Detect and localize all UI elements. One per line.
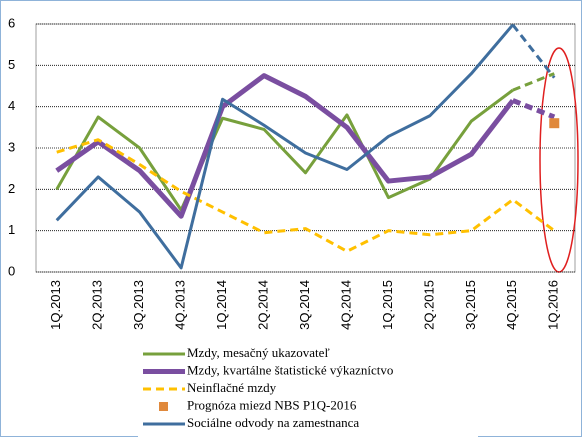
- series-line: [55, 88, 514, 212]
- x-tick-label: 3Q.2013: [131, 280, 146, 330]
- marker: [549, 118, 560, 129]
- legend-label: Neinflačné mzdy: [187, 380, 277, 395]
- x-tick-label: 1Q.2015: [380, 280, 395, 330]
- series-line-projection: [511, 98, 556, 120]
- y-tick-label: 1: [8, 222, 15, 237]
- x-tick-label: 3Q.2015: [463, 280, 478, 330]
- legend-label: Sociálne odvody na zamestnanca: [187, 415, 359, 430]
- series-line-projection: [512, 72, 555, 92]
- x-tick-label: 1Q.2016: [546, 280, 561, 330]
- x-tick-label: 3Q.2014: [297, 280, 312, 330]
- legend-box: [138, 340, 478, 437]
- legend-label: Prognóza miezd NBS P1Q-2016: [187, 397, 357, 412]
- y-tick-label: 5: [8, 57, 15, 72]
- series-line-projection: [511, 23, 556, 79]
- series-line: [55, 23, 514, 270]
- x-tick-label: 2Q.2015: [421, 280, 436, 330]
- x-tick-label: 2Q.2014: [255, 280, 270, 330]
- y-tick-label: 3: [8, 139, 15, 154]
- legend-label: Mzdy, mesačný ukazovateľ: [187, 345, 330, 360]
- x-tick-label: 1Q.2014: [214, 280, 229, 330]
- legend-label: Mzdy, kvartálne štatistické výkazníctvo: [187, 362, 393, 377]
- y-tick-label: 4: [8, 98, 15, 113]
- y-tick-label: 6: [8, 15, 15, 30]
- x-tick-label: 1Q.2013: [48, 280, 63, 330]
- y-tick-label: 0: [8, 263, 15, 278]
- legend-marker: [159, 402, 168, 411]
- y-tick-label: 2: [8, 181, 15, 196]
- x-tick-label: 4Q.2013: [173, 280, 188, 330]
- series-line: [55, 73, 515, 219]
- x-tick-label: 4Q.2015: [504, 280, 519, 330]
- series-line: [56, 138, 556, 253]
- x-tick-label: 2Q.2013: [90, 280, 105, 330]
- x-tick-label: 4Q.2014: [338, 280, 353, 330]
